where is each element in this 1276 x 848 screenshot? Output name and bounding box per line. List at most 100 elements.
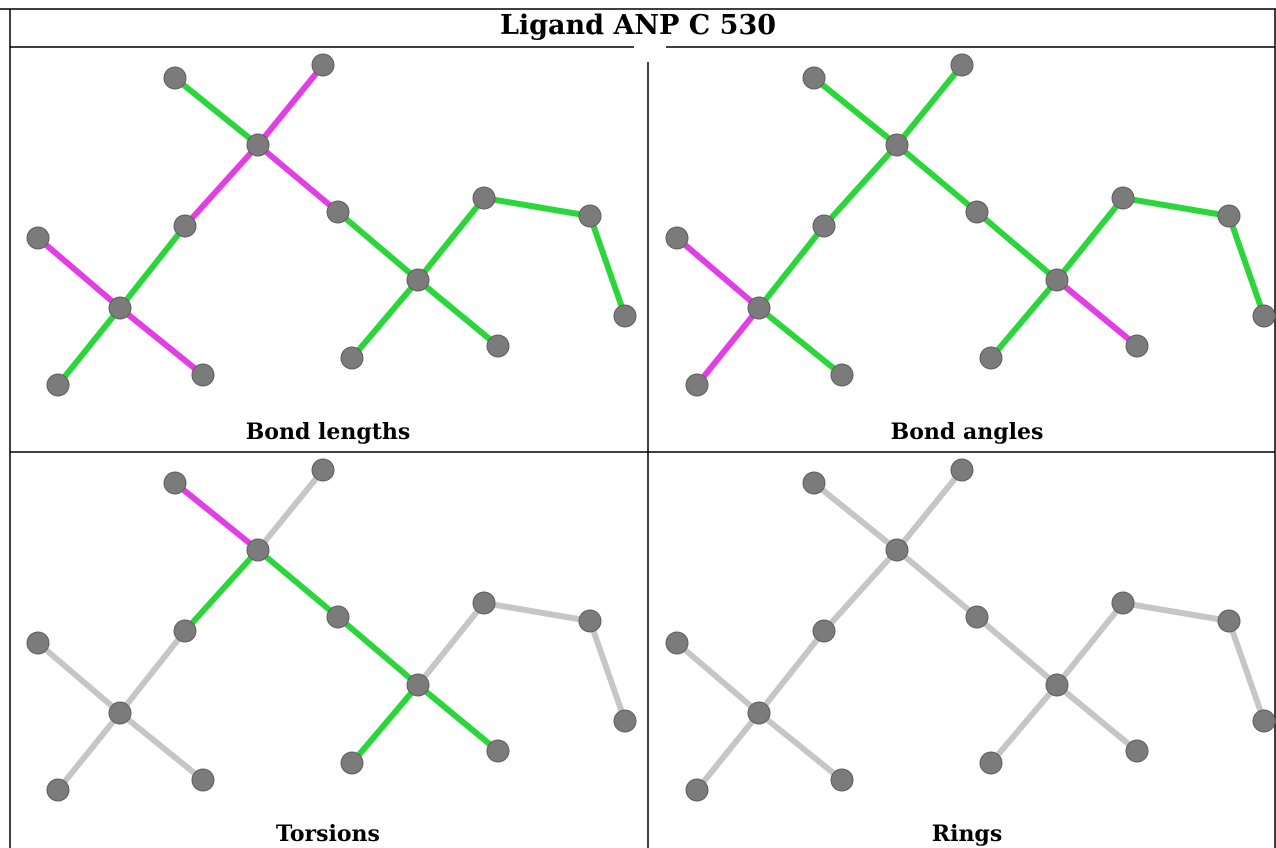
bond [117, 710, 206, 783]
atom [802, 66, 826, 90]
atom [885, 538, 909, 562]
bond [811, 480, 900, 553]
bond [1120, 600, 1232, 624]
caption-bond-angles: Bond angles [890, 419, 1044, 445]
atom [1045, 673, 1069, 697]
atom [1111, 591, 1135, 615]
bond [811, 75, 900, 148]
atom [406, 673, 430, 697]
bond [894, 142, 980, 215]
atom [326, 605, 350, 629]
atom [486, 334, 510, 358]
bond [1054, 277, 1140, 349]
atom [979, 346, 1003, 370]
bond [1054, 195, 1126, 283]
bond [117, 628, 188, 716]
atom [950, 53, 974, 77]
bond [1226, 618, 1267, 724]
bond [1120, 195, 1232, 219]
atom [472, 186, 496, 210]
bond [335, 614, 421, 688]
atom [1111, 186, 1135, 210]
atom [191, 768, 215, 792]
bond [587, 213, 628, 319]
bond [974, 209, 1060, 283]
atom [685, 778, 709, 802]
bond [894, 62, 965, 148]
bond [55, 305, 123, 388]
bond [255, 142, 341, 215]
atom [108, 296, 132, 320]
atom [246, 538, 270, 562]
atom [613, 709, 637, 733]
bond [1054, 682, 1140, 754]
bond [172, 75, 261, 148]
atom [246, 133, 270, 157]
atom [108, 701, 132, 725]
atom [578, 204, 602, 228]
bond [694, 305, 762, 388]
bond [587, 618, 628, 724]
atom [1045, 268, 1069, 292]
bond [988, 682, 1060, 766]
bond [481, 600, 593, 624]
bond [255, 62, 326, 148]
bond [674, 235, 762, 311]
atom [406, 268, 430, 292]
bond [415, 682, 501, 754]
atom [326, 200, 350, 224]
atom [46, 778, 70, 802]
bond [756, 223, 827, 311]
bond [481, 195, 593, 219]
caption-rings: Rings [931, 821, 1003, 847]
bond [415, 195, 487, 283]
atom [1125, 739, 1149, 763]
atom [1252, 709, 1276, 733]
atom [1252, 304, 1276, 328]
atom [1125, 334, 1149, 358]
caption-bond-lengths: Bond lengths [245, 419, 411, 445]
atom [46, 373, 70, 397]
atom [747, 701, 771, 725]
atom [665, 631, 689, 655]
bond [756, 628, 827, 716]
atom [191, 363, 215, 387]
atom [340, 751, 364, 775]
panel-bond-angles [665, 53, 1276, 397]
figure-title: Ligand ANP C 530 [499, 10, 777, 41]
atom [26, 226, 50, 250]
bond [821, 547, 900, 634]
bond [988, 277, 1060, 361]
bond [255, 547, 341, 620]
atom [965, 605, 989, 629]
bond [255, 467, 326, 553]
atom [173, 619, 197, 643]
atom [311, 53, 335, 77]
atom [950, 458, 974, 482]
bond [117, 223, 188, 311]
atom [1217, 609, 1241, 633]
bond [1226, 213, 1267, 319]
atom [472, 591, 496, 615]
atom [747, 296, 771, 320]
bond [415, 277, 501, 349]
atom [163, 66, 187, 90]
atom [979, 751, 1003, 775]
bond [756, 710, 845, 783]
bond [117, 305, 206, 378]
atom [812, 214, 836, 238]
bond [894, 467, 965, 553]
bond [35, 640, 123, 716]
atom [665, 226, 689, 250]
atom [26, 631, 50, 655]
atom [578, 609, 602, 633]
bond [894, 547, 980, 620]
bond [756, 305, 845, 378]
bond [1054, 600, 1126, 688]
atom [965, 200, 989, 224]
atom [685, 373, 709, 397]
atom [163, 471, 187, 495]
panel-bond-lengths [26, 53, 637, 397]
